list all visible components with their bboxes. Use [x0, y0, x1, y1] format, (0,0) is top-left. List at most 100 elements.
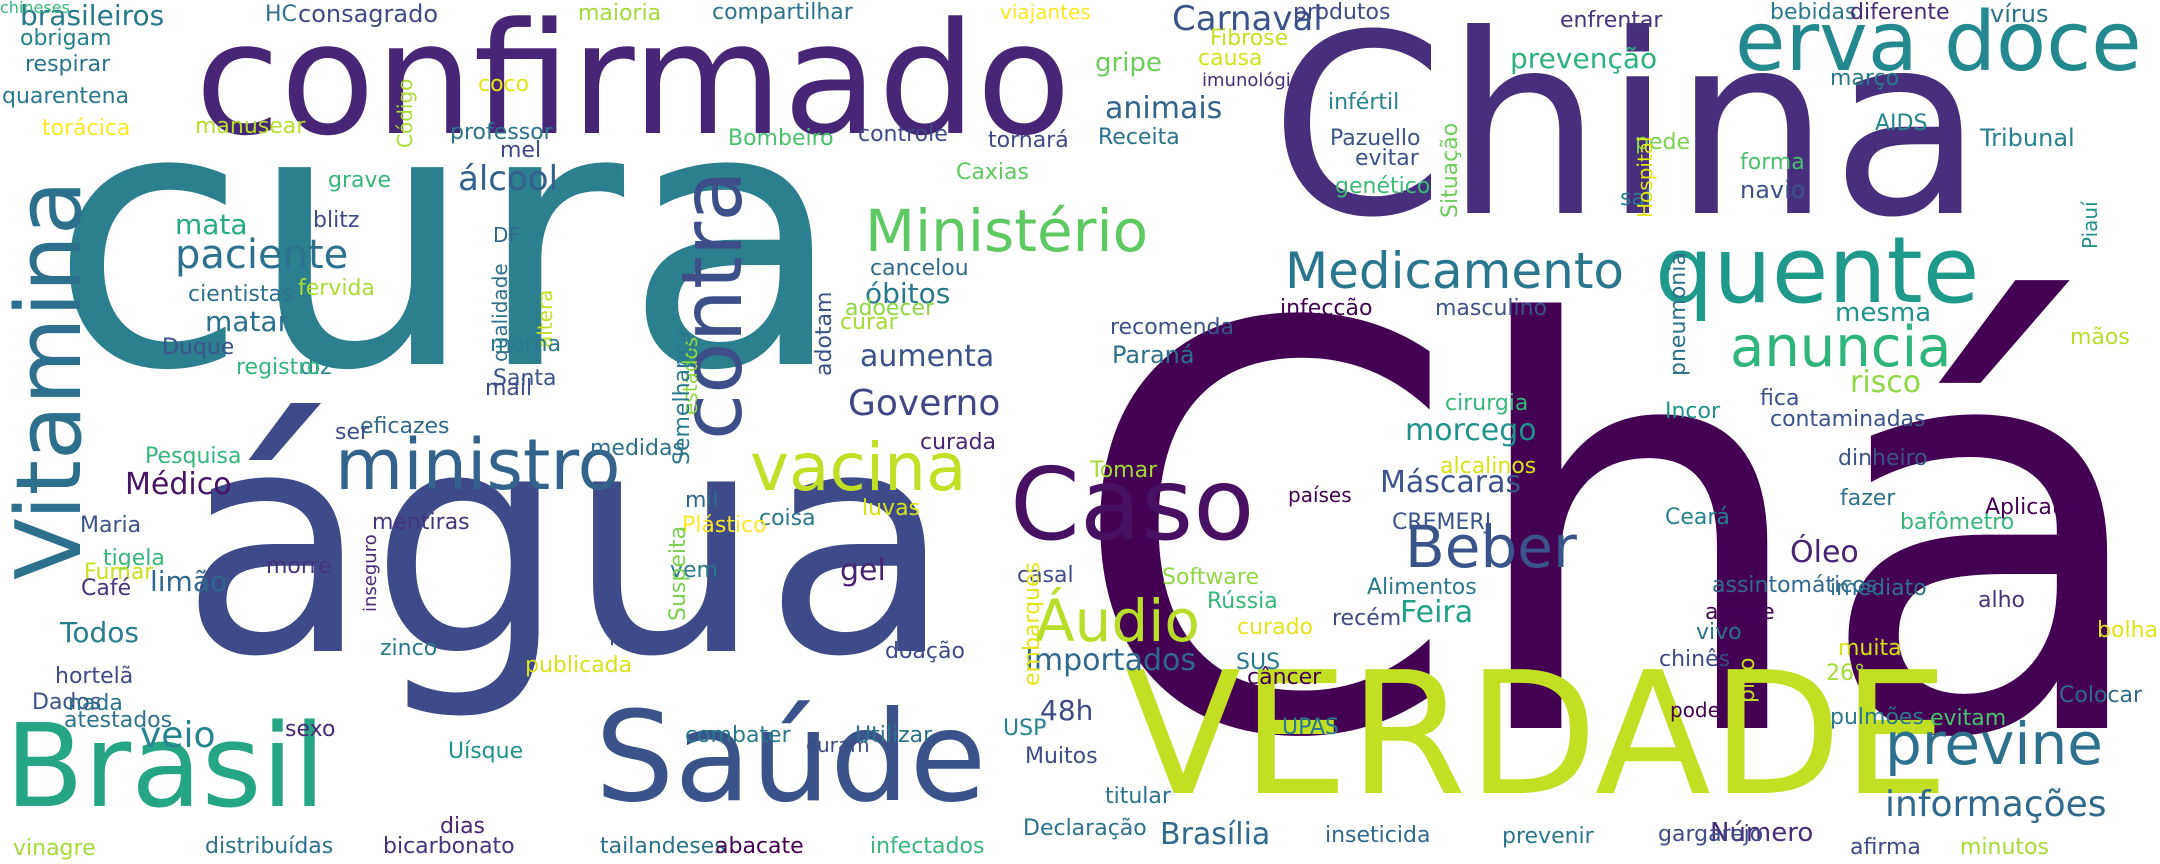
- word-utilizar: Utilizar: [855, 723, 933, 748]
- word-infectados: infectados: [870, 834, 985, 859]
- word-bicarbonato: bicarbonato: [383, 834, 515, 859]
- word-bombeiro: Bombeiro: [728, 126, 834, 151]
- word-df: DF: [493, 223, 520, 247]
- word-importados: Importados: [1025, 643, 1196, 678]
- word-sus: SUS: [1236, 650, 1281, 675]
- word-respirar: respirar: [25, 52, 111, 77]
- word-feira: Feira: [1400, 595, 1474, 630]
- word-codigo: Código: [393, 78, 417, 148]
- word-cafe: Café: [81, 576, 132, 601]
- word-vivo: vivo: [1696, 620, 1742, 645]
- word-hospital: Hospital: [1633, 136, 1657, 218]
- word-mail: mail: [485, 376, 533, 401]
- word-atestados: atestados: [64, 708, 173, 733]
- word-santa: Santa: [493, 366, 557, 391]
- word-mentiras: mentiras: [372, 510, 470, 535]
- word-enfrentar: enfrentar: [1560, 8, 1663, 33]
- word-pesquisa: Pesquisa: [145, 444, 242, 469]
- word-recem: recém: [1332, 606, 1402, 631]
- word-fervida: fervida: [298, 276, 375, 301]
- word-casal: casal: [1017, 563, 1074, 588]
- word-informacoes: informações: [1885, 784, 2107, 825]
- word-produtos: produtos: [1293, 0, 1391, 25]
- word-zinco: zinco: [380, 636, 438, 661]
- word-diferente: diferente: [1850, 0, 1950, 25]
- word-26-graus: 26°: [1826, 661, 1865, 686]
- word-oleo: Óleo: [1790, 535, 1859, 570]
- word-coisa: coisa: [759, 506, 816, 531]
- word-brasilia: Brasília: [1160, 817, 1271, 852]
- word-chines: chinês: [1659, 647, 1731, 672]
- word-gel: gel: [840, 553, 886, 588]
- word-veio: veio: [140, 715, 216, 756]
- word-ceara: Ceará: [1665, 505, 1730, 530]
- word-prevenir: prevenir: [1502, 824, 1594, 849]
- word-mil: mil: [685, 488, 719, 513]
- word-upas: UPAS: [1282, 715, 1339, 740]
- word-parana: Paraná: [1112, 341, 1195, 369]
- word-animais: animais: [1105, 91, 1223, 126]
- word-abacate: abacate: [715, 834, 804, 859]
- word-maria: Maria: [80, 513, 142, 538]
- word-blitz: blitz: [313, 208, 360, 233]
- word-tornara: tornará: [988, 128, 1069, 153]
- word-uisque: Uísque: [448, 739, 524, 764]
- word-curada: curada: [920, 430, 997, 455]
- word-situacao: Situação: [1438, 122, 1463, 218]
- word-maioria: maioria: [578, 1, 662, 26]
- word-suspeita: Suspeita: [666, 525, 691, 621]
- word-fazer: fazer: [1840, 486, 1896, 511]
- word-todos: Todos: [60, 616, 139, 649]
- word-manusear: manusear: [195, 114, 306, 139]
- word-consagrado: consagrado: [298, 0, 439, 28]
- word-toracica: torácica: [42, 116, 131, 141]
- word-distribuidas: distribuídas: [205, 834, 334, 859]
- word-quarentena: quarentena: [2, 84, 130, 109]
- word-paciente: paciente: [175, 232, 349, 278]
- word-48h: 48h: [1040, 694, 1094, 727]
- word-professor: professor: [450, 120, 553, 145]
- word-coco: coco: [478, 72, 530, 97]
- word-saude: Saúde: [595, 685, 987, 830]
- word-cirurgia: cirurgia: [1445, 391, 1529, 416]
- word-assintomaticos: assintomáticos: [1712, 573, 1878, 598]
- word-genetico: genético: [1335, 174, 1431, 199]
- word-cientistas: cientistas: [188, 282, 294, 307]
- word-aplicativo: Aplicativo: [1985, 495, 2094, 520]
- word-cancelou: cancelou: [870, 256, 969, 281]
- word-alho: alho: [1978, 588, 2025, 613]
- word-curar: curar: [840, 310, 898, 335]
- word-diz: diz: [300, 355, 332, 380]
- word-combater: combater: [685, 723, 791, 748]
- word-pode: pode: [1670, 698, 1720, 722]
- word-mascaras: Máscaras: [1380, 465, 1522, 500]
- word-adoecer: adoecer: [845, 296, 935, 321]
- word-minutos: minutos: [1960, 835, 2049, 860]
- word-agua: água: [180, 364, 954, 725]
- word-beber: Beber: [1405, 513, 1577, 581]
- word-controle: controle: [858, 122, 948, 147]
- word-cremerj: CREMERJ: [1392, 510, 1492, 535]
- word-verdade: VERDADE: [1125, 636, 1950, 834]
- word-muitos: Muitos: [1025, 744, 1098, 769]
- word-viajantes: viajantes: [1000, 0, 1091, 24]
- word-dados: Dados: [32, 690, 102, 715]
- word-alimentos: Alimentos: [1367, 575, 1477, 600]
- word-evitam: evitam: [1930, 706, 2007, 731]
- word-embarques: embarques: [1020, 562, 1045, 686]
- word-navio: navio: [1740, 176, 1806, 204]
- word-risco: risco: [1850, 365, 1922, 400]
- word-software: Software: [1162, 565, 1259, 590]
- word-morre: morre: [266, 554, 332, 579]
- word-tribunal: Tribunal: [1980, 124, 2075, 152]
- word-maos: mãos: [2070, 325, 2130, 350]
- word-china: China: [1270, 0, 1985, 272]
- word-forma: forma: [1740, 150, 1805, 175]
- word-sal: sal: [1620, 186, 1652, 211]
- word-vem: vem: [670, 558, 718, 583]
- word-morna: morna: [490, 332, 561, 357]
- word-tigela: tigela: [103, 546, 165, 571]
- word-inseguro: inseguro: [360, 534, 381, 612]
- word-sexo: sexo: [285, 717, 336, 742]
- word-gargarejo: gargarejo: [1658, 822, 1764, 847]
